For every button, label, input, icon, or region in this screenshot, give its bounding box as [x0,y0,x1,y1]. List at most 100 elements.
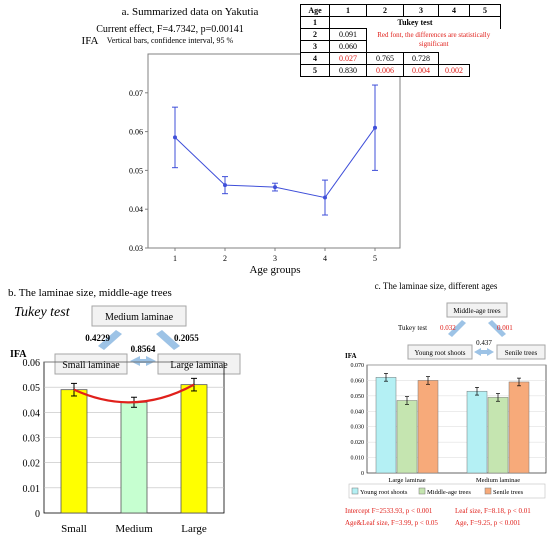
panel-b-bar [180,384,208,514]
diagram-c-left-label: Young root shoots [414,349,465,357]
panel-a-point [323,195,327,200]
diagram-c-right-box [496,344,546,360]
panel-c-x-tick-label: Large laminae [388,477,425,484]
tukey-col-header: 2 [366,4,404,17]
panel-b-y-tick-label: 0.04 [23,408,41,419]
tukey-row-label: 4 [300,52,330,65]
diagram-b-p-top-left: 0.4229 [85,333,110,343]
panel-b-x-tick-label: Medium [115,523,153,535]
panel-c-legend-label: Young root shoots [360,489,408,496]
panel-a-point [373,125,377,130]
tukey-row-label: 1 [300,16,330,29]
tukey-cell: 0.006 [366,64,404,77]
panel-c-legend [348,483,546,499]
panel-c-y-tick-label: 0.040 [351,409,365,415]
panel-c-bar [375,377,397,474]
diagram-c-test-label: Tukey test [398,324,427,332]
panel-b-test-label: Tukey test [14,305,71,320]
panel-a-subtitle: Current effect, F=4.7342, p=0.00141 [96,24,243,35]
panel-b-y-tick-label: 0.05 [23,383,41,394]
panel-c-stat-4: Age, F=9.25, p < 0.001 [455,519,521,527]
panel-a-x-tick-label: 1 [173,254,177,263]
panel-c-bar [487,397,509,474]
panel-c-legend-items: Young root shoots Middle-age trees Senile … [351,487,524,496]
panel-c-bar [417,380,439,474]
panel-c: c. The laminae size, different ages Midd… [345,281,547,527]
diagram-c-arrow-both [474,348,494,356]
diagram-c-arrow-left [448,320,466,337]
diagram-b-arrow-right [156,330,180,350]
diagram-b-arrow-left [98,330,122,350]
panel-b-y-tick-label: 0.01 [23,484,41,495]
diagram-b-p-top-right: 0.2055 [174,333,199,343]
panel-c-legend-swatch [484,487,492,495]
panel-a-plot-frame [147,53,401,249]
diagram-b-right-box [157,353,241,375]
panel-b-y-tick-label: 0 [35,509,40,520]
panel-a-series [172,84,378,216]
diagram-c-p-bottom: 0.437 [476,339,492,347]
tukey-cell: 0.004 [403,64,439,77]
diagram-b-p-left-right: 0.8564 [131,344,156,354]
diagram-b-right-label: Large laminae [170,360,228,371]
tukey-col-header: 1 [329,4,367,17]
panel-a-ylabel: IFA [82,35,99,47]
panel-a-y-tick-label: 0.05 [129,166,143,175]
tukey-row-label: 5 [300,64,330,77]
panel-c-legend-label: Middle-age trees [427,489,471,496]
tukey-cell: 0.830 [329,64,367,77]
panel-b: b. The laminae size, middle-age trees Tu… [8,287,241,535]
diagram-c-top-box [446,302,508,318]
panel-a: a. Summarized data on Yakutia Current ef… [82,6,401,276]
panel-c-bar [466,390,488,474]
diagram-c-arrow-right [488,320,506,337]
diagram-c-left-box [407,344,473,360]
panel-b-y-tick-label: 0.02 [23,459,41,470]
tukey-cell: 0.002 [438,64,470,77]
panel-a-point [223,183,227,188]
panel-b-title: b. The laminae size, middle-age trees [8,287,172,299]
tukey-empty [470,65,501,77]
panel-c-ylabel: IFA [345,352,357,360]
panel-c-y-tick-label: 0.010 [351,456,365,462]
panel-c-y-tick-label: 0.070 [351,363,365,369]
diagram-b-left-box [54,353,128,375]
tukey-cell: 0.060 [329,40,367,53]
panel-a-x-tick-label: 5 [373,254,377,263]
tukey-cell: 0.091 [329,28,367,41]
panel-a-y-tick-label: 0.06 [129,128,143,137]
panel-c-legend-swatch [351,487,359,495]
panel-b-y-tick-label: 0.06 [23,358,41,369]
tukey-caption: Tukey test [329,16,501,29]
panel-a-x-tick-label: 4 [323,254,327,263]
panel-a-y-tick-label: 0.03 [129,244,143,253]
tukey-cell: 0.765 [366,52,404,65]
panel-c-y-tick-label: 0.060 [351,378,365,384]
tukey-col-header: 3 [403,4,439,17]
tukey-row-label: 2 [300,28,330,41]
panel-a-note: Vertical bars, confidence interval, 95 % [107,36,234,45]
diagram-c-top-label: Middle-age trees [453,307,501,315]
panel-c-y-tick-label: 0 [361,471,364,477]
panel-a-x-axis: 1 2 3 4 5 [173,248,377,263]
panel-b-x-tick-label: Small [61,523,87,535]
panel-b-trend-curve [73,383,195,404]
panel-c-stat-3: Age&Leaf size, F=3.99, p < 0.05 [345,519,438,527]
panel-c-y-tick-label: 0.030 [351,425,365,431]
tukey-cell: 0.728 [403,52,439,65]
panel-a-y-axis: 0.03 0.04 0.05 0.06 0.07 [129,89,148,253]
tukey-cell: 0.027 [329,52,367,65]
panel-c-legend-label: Senile trees [493,489,524,496]
panel-c-y-tick-label: 0.020 [351,440,365,446]
tukey-row-label: 3 [300,40,330,53]
diagram-b-top-label: Medium laminae [105,312,174,323]
panel-a-point [173,135,177,140]
panel-c-bars [375,373,530,474]
diagram-b-arrow-both [130,356,156,366]
panel-b-ylabel: IFA [10,349,27,360]
tukey-col-header: 4 [438,4,470,17]
panel-a-x-tick-label: 2 [223,254,227,263]
tukey-corner: Age [300,4,330,17]
panel-b-x-tick-label: Large [181,523,207,535]
